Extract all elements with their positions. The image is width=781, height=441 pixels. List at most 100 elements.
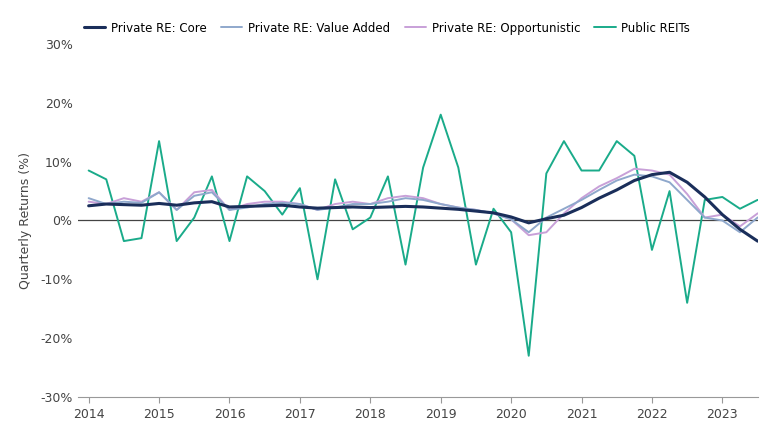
- Private RE: Opportunistic: (2.02e+03, 0.012): Opportunistic: (2.02e+03, 0.012): [489, 211, 498, 216]
- Private RE: Value Added: (2.02e+03, 0.012): Value Added: (2.02e+03, 0.012): [771, 211, 780, 216]
- Private RE: Core: (2.02e+03, 0.021): Core: (2.02e+03, 0.021): [313, 206, 323, 211]
- Public REITs: [225, 239, 234, 244]
- Private RE: Value Added: (2.02e+03, 0.032): Value Added: (2.02e+03, 0.032): [383, 199, 393, 204]
- Private RE: Opportunistic: (2.02e+03, 0.052): Opportunistic: (2.02e+03, 0.052): [207, 187, 216, 193]
- Public REITs: [771, 203, 780, 209]
- Public REITs: [629, 153, 639, 158]
- Private RE: Value Added: (2.02e+03, 0.078): Value Added: (2.02e+03, 0.078): [629, 172, 639, 177]
- Private RE: Opportunistic: (2.02e+03, 0.012): Opportunistic: (2.02e+03, 0.012): [753, 211, 762, 216]
- Private RE: Value Added: (2.02e+03, 0.068): Value Added: (2.02e+03, 0.068): [612, 178, 622, 183]
- Private RE: Core: (2.02e+03, 0.026): Core: (2.02e+03, 0.026): [172, 202, 181, 208]
- Public REITs: [137, 235, 146, 241]
- Public REITs: [577, 168, 587, 173]
- Private RE: Value Added: (2.02e+03, 0.022): Value Added: (2.02e+03, 0.022): [454, 205, 463, 210]
- Private RE: Core: (2.02e+03, 0.026): Core: (2.02e+03, 0.026): [277, 202, 287, 208]
- Private RE: Core: (2.01e+03, 0.025): Core: (2.01e+03, 0.025): [84, 203, 94, 209]
- Private RE: Core: (2.02e+03, 0.023): Core: (2.02e+03, 0.023): [348, 204, 358, 209]
- Private RE: Core: (2.02e+03, -0.04): Core: (2.02e+03, -0.04): [771, 241, 780, 247]
- Private RE: Core: (2.02e+03, 0.003): Core: (2.02e+03, 0.003): [542, 216, 551, 221]
- Private RE: Opportunistic: (2.02e+03, 0.048): Opportunistic: (2.02e+03, 0.048): [155, 190, 164, 195]
- Private RE: Opportunistic: (2.02e+03, 0.01): Opportunistic: (2.02e+03, 0.01): [718, 212, 727, 217]
- Private RE: Core: (2.02e+03, 0.024): Core: (2.02e+03, 0.024): [242, 204, 251, 209]
- Private RE: Opportunistic: (2.01e+03, 0.032): Opportunistic: (2.01e+03, 0.032): [137, 199, 146, 204]
- Private RE: Opportunistic: (2.02e+03, 0.078): Opportunistic: (2.02e+03, 0.078): [665, 172, 674, 177]
- Private RE: Opportunistic: (2.02e+03, -0.02): Opportunistic: (2.02e+03, -0.02): [542, 230, 551, 235]
- Private RE: Core: (2.02e+03, 0.023): Core: (2.02e+03, 0.023): [295, 204, 305, 209]
- Public REITs: [542, 171, 551, 176]
- Private RE: Value Added: (2.01e+03, 0.028): Value Added: (2.01e+03, 0.028): [102, 202, 111, 207]
- Public REITs: [612, 138, 622, 144]
- Private RE: Core: (2.02e+03, 0.065): Core: (2.02e+03, 0.065): [683, 179, 692, 185]
- Private RE: Opportunistic: (2.02e+03, 0.028): Opportunistic: (2.02e+03, 0.028): [242, 202, 251, 207]
- Private RE: Value Added: (2.02e+03, 0.028): Value Added: (2.02e+03, 0.028): [436, 202, 445, 207]
- Private RE: Opportunistic: (2.02e+03, -0.025): Opportunistic: (2.02e+03, -0.025): [524, 232, 533, 238]
- Private RE: Value Added: (2.02e+03, 0.005): Value Added: (2.02e+03, 0.005): [700, 215, 709, 220]
- Private RE: Opportunistic: (2.02e+03, 0.072): Opportunistic: (2.02e+03, 0.072): [612, 176, 622, 181]
- Public REITs: [594, 168, 604, 173]
- Private RE: Core: (2.02e+03, 0.038): Core: (2.02e+03, 0.038): [594, 195, 604, 201]
- Private RE: Value Added: (2.02e+03, -0.02): Value Added: (2.02e+03, -0.02): [524, 230, 533, 235]
- Y-axis label: Quarterly Returns (%): Quarterly Returns (%): [19, 152, 32, 289]
- Private RE: Value Added: (2.02e+03, 0.035): Value Added: (2.02e+03, 0.035): [683, 197, 692, 202]
- Private RE: Value Added: (2.02e+03, 0.035): Value Added: (2.02e+03, 0.035): [577, 197, 587, 202]
- Public REITs: [102, 177, 111, 182]
- Private RE: Core: (2.02e+03, 0.052): Core: (2.02e+03, 0.052): [612, 187, 622, 193]
- Private RE: Core: (2.02e+03, 0.016): Core: (2.02e+03, 0.016): [471, 209, 480, 214]
- Private RE: Opportunistic: (2.02e+03, 0.032): Opportunistic: (2.02e+03, 0.032): [277, 199, 287, 204]
- Private RE: Core: (2.02e+03, -0.015): Core: (2.02e+03, -0.015): [735, 227, 744, 232]
- Public REITs: [295, 186, 305, 191]
- Private RE: Opportunistic: (2.02e+03, 0.002): Opportunistic: (2.02e+03, 0.002): [506, 217, 515, 222]
- Private RE: Opportunistic: (2.02e+03, 0.012): Opportunistic: (2.02e+03, 0.012): [559, 211, 569, 216]
- Private RE: Core: (2.02e+03, 0.023): Core: (2.02e+03, 0.023): [225, 204, 234, 209]
- Public REITs: [506, 230, 515, 235]
- Private RE: Value Added: (2.02e+03, 0.065): Value Added: (2.02e+03, 0.065): [665, 179, 674, 185]
- Public REITs: [559, 138, 569, 144]
- Private RE: Core: (2.02e+03, 0.078): Core: (2.02e+03, 0.078): [647, 172, 657, 177]
- Public REITs: [665, 188, 674, 194]
- Legend: Private RE: Core, Private RE: Value Added, Private RE: Opportunistic, Public REI: Private RE: Core, Private RE: Value Adde…: [84, 22, 690, 35]
- Private RE: Core: (2.02e+03, -0.004): Core: (2.02e+03, -0.004): [524, 220, 533, 225]
- Private RE: Opportunistic: (2.02e+03, 0.018): Opportunistic: (2.02e+03, 0.018): [172, 207, 181, 213]
- Private RE: Value Added: (2.02e+03, 0.052): Value Added: (2.02e+03, 0.052): [594, 187, 604, 193]
- Private RE: Value Added: (2.01e+03, 0.032): Value Added: (2.01e+03, 0.032): [119, 199, 129, 204]
- Private RE: Value Added: (2.02e+03, 0.028): Value Added: (2.02e+03, 0.028): [260, 202, 269, 207]
- Private RE: Core: (2.02e+03, 0.029): Core: (2.02e+03, 0.029): [155, 201, 164, 206]
- Private RE: Core: (2.02e+03, 0.006): Core: (2.02e+03, 0.006): [506, 214, 515, 220]
- Public REITs: [155, 138, 164, 144]
- Private RE: Opportunistic: (2.01e+03, 0.032): Opportunistic: (2.01e+03, 0.032): [84, 199, 94, 204]
- Private RE: Opportunistic: (2.02e+03, 0.018): Opportunistic: (2.02e+03, 0.018): [225, 207, 234, 213]
- Private RE: Opportunistic: (2.02e+03, 0.058): Opportunistic: (2.02e+03, 0.058): [594, 184, 604, 189]
- Private RE: Core: (2.02e+03, 0.04): Core: (2.02e+03, 0.04): [700, 194, 709, 200]
- Private RE: Opportunistic: (2.02e+03, 0.085): Opportunistic: (2.02e+03, 0.085): [647, 168, 657, 173]
- Public REITs: [753, 197, 762, 202]
- Private RE: Opportunistic: (2.02e+03, 0.018): Opportunistic: (2.02e+03, 0.018): [471, 207, 480, 213]
- Private RE: Opportunistic: (2.02e+03, 0.038): Opportunistic: (2.02e+03, 0.038): [419, 195, 428, 201]
- Line: Private RE: Opportunistic: Private RE: Opportunistic: [89, 169, 776, 235]
- Private RE: Core: (2.02e+03, 0.013): Core: (2.02e+03, 0.013): [489, 210, 498, 216]
- Private RE: Value Added: (2.02e+03, 0.018): Value Added: (2.02e+03, 0.018): [313, 207, 323, 213]
- Public REITs: [383, 174, 393, 179]
- Private RE: Core: (2.02e+03, 0.021): Core: (2.02e+03, 0.021): [436, 206, 445, 211]
- Private RE: Opportunistic: (2.02e+03, 0.005): Opportunistic: (2.02e+03, 0.005): [700, 215, 709, 220]
- Public REITs: [330, 177, 340, 182]
- Private RE: Opportunistic: (2.02e+03, 0.028): Opportunistic: (2.02e+03, 0.028): [295, 202, 305, 207]
- Private RE: Opportunistic: (2.02e+03, 0.018): Opportunistic: (2.02e+03, 0.018): [313, 207, 323, 213]
- Private RE: Value Added: (2.02e+03, 0.038): Value Added: (2.02e+03, 0.038): [401, 195, 410, 201]
- Private RE: Value Added: (2.02e+03, 0): Value Added: (2.02e+03, 0): [718, 218, 727, 223]
- Private RE: Opportunistic: (2.02e+03, 0.018): Opportunistic: (2.02e+03, 0.018): [771, 207, 780, 213]
- Private RE: Value Added: (2.02e+03, 0.048): Value Added: (2.02e+03, 0.048): [207, 190, 216, 195]
- Public REITs: [119, 239, 129, 244]
- Private RE: Opportunistic: (2.01e+03, 0.038): Opportunistic: (2.01e+03, 0.038): [119, 195, 129, 201]
- Private RE: Value Added: (2.02e+03, -0.02): Value Added: (2.02e+03, -0.02): [735, 230, 744, 235]
- Public REITs: [489, 206, 498, 211]
- Public REITs: [84, 168, 94, 173]
- Private RE: Value Added: (2.02e+03, 0.075): Value Added: (2.02e+03, 0.075): [647, 174, 657, 179]
- Private RE: Value Added: (2.02e+03, 0.022): Value Added: (2.02e+03, 0.022): [330, 205, 340, 210]
- Private RE: Core: (2.01e+03, 0.028): Core: (2.01e+03, 0.028): [102, 202, 111, 207]
- Private RE: Value Added: (2.02e+03, 0.03): Value Added: (2.02e+03, 0.03): [277, 200, 287, 206]
- Public REITs: [735, 206, 744, 211]
- Private RE: Core: (2.02e+03, 0.022): Core: (2.02e+03, 0.022): [577, 205, 587, 210]
- Private RE: Opportunistic: (2.02e+03, 0.032): Opportunistic: (2.02e+03, 0.032): [260, 199, 269, 204]
- Public REITs: [207, 174, 216, 179]
- Public REITs: [524, 353, 533, 359]
